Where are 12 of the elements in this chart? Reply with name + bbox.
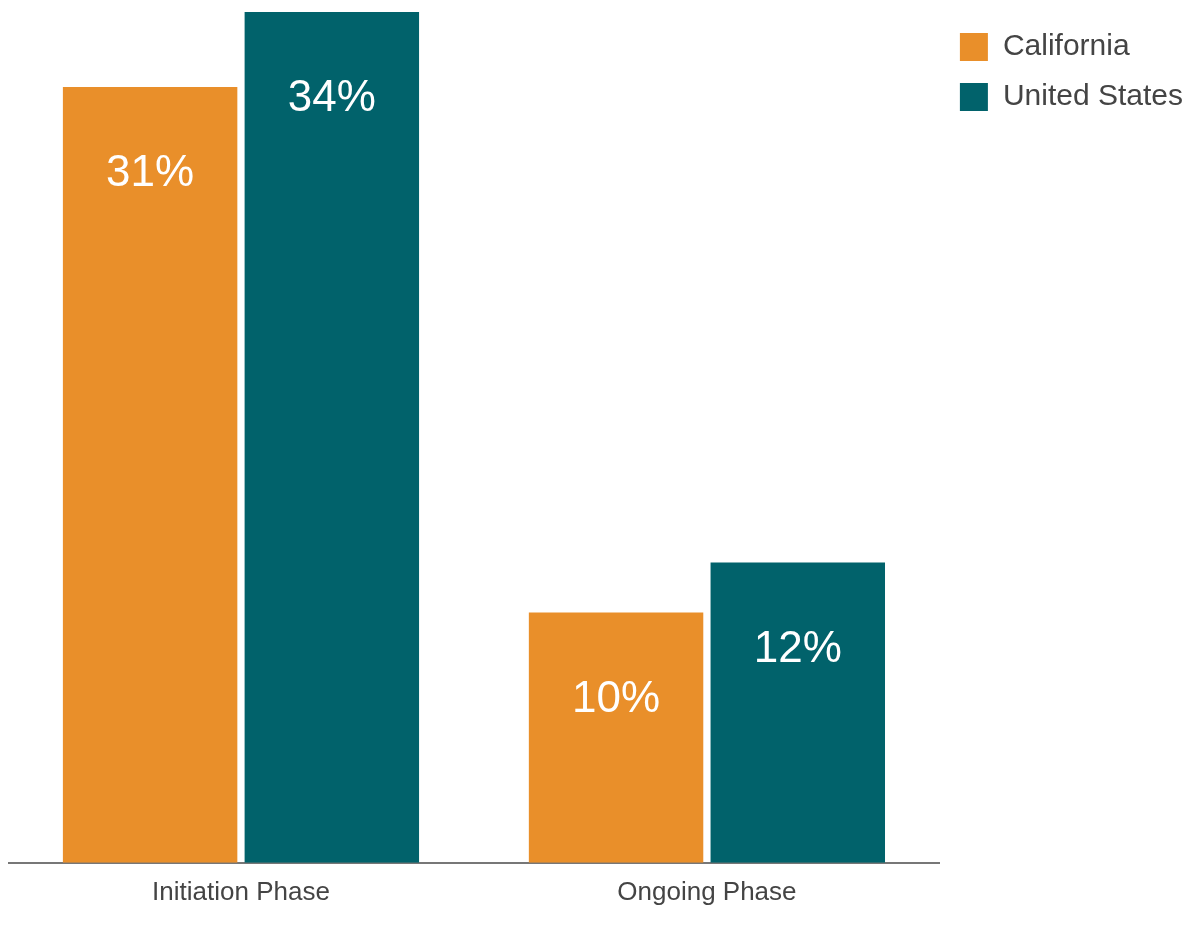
x-tick-label: Ongoing Phase bbox=[617, 875, 797, 906]
legend-label: United States bbox=[1002, 78, 1184, 112]
bar bbox=[710, 562, 886, 863]
bar bbox=[62, 87, 238, 863]
data-label: 10% bbox=[572, 671, 661, 721]
bar bbox=[244, 12, 420, 863]
bar bbox=[528, 612, 704, 863]
x-tick-label: Initiation Phase bbox=[152, 875, 330, 906]
legend-label: California bbox=[1002, 28, 1130, 62]
data-label: 31% bbox=[106, 146, 195, 196]
data-label: 34% bbox=[287, 71, 376, 121]
data-label: 12% bbox=[753, 621, 842, 671]
